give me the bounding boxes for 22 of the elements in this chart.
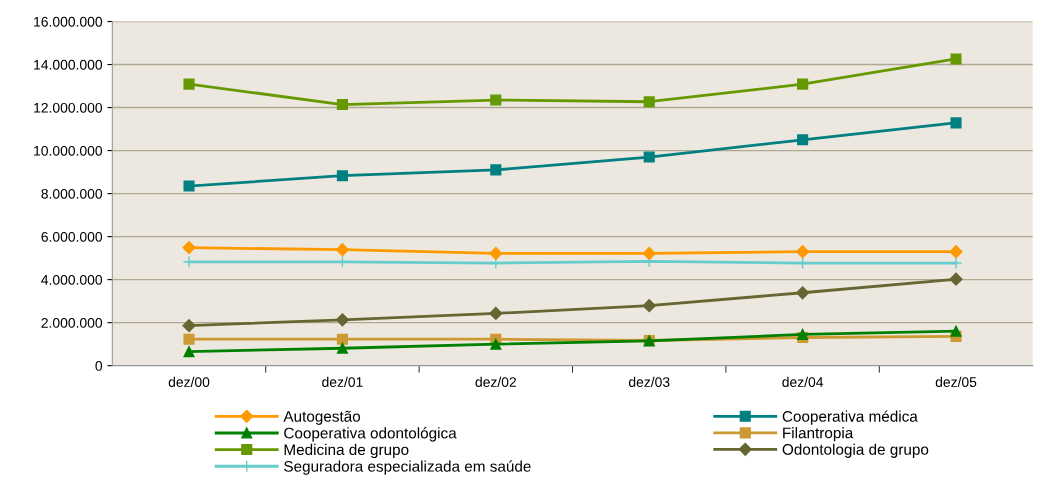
y-tick-label: 14.000.000: [34, 59, 103, 70]
legend-label: Seguradora especializada em saúde: [284, 460, 531, 475]
x-tick-label: dez/03: [628, 376, 670, 387]
y-tick-label: 0: [95, 361, 103, 371]
y-tick-label: 6.000.000: [41, 231, 103, 242]
legend-label: Cooperativa médica: [782, 410, 918, 425]
y-tick-label: 4.000.000: [41, 274, 103, 285]
x-tick-label: dez/02: [475, 376, 516, 387]
y-tick-label: 2.000.000: [41, 317, 103, 328]
x-tick-label: dez/04: [782, 376, 824, 387]
x-tick-label: dez/05: [935, 376, 977, 387]
x-tick-label: dez/01: [322, 376, 363, 387]
legend-label: Autogestão: [283, 410, 361, 425]
y-tick-label: 8.000.000: [41, 188, 103, 199]
legend-label: Filantropia: [783, 427, 854, 442]
x-tick-label: dez/00: [168, 376, 210, 387]
y-tick-label: 12.000.000: [34, 102, 103, 113]
legend-label: Cooperativa odontológica: [284, 427, 457, 442]
y-tick-label: 10.000.000: [34, 145, 103, 156]
legend-label: Medicina de grupo: [284, 443, 409, 459]
legend-label: Odontologia de grupo: [782, 443, 929, 458]
y-tick-label: 16.000.000: [34, 16, 103, 27]
